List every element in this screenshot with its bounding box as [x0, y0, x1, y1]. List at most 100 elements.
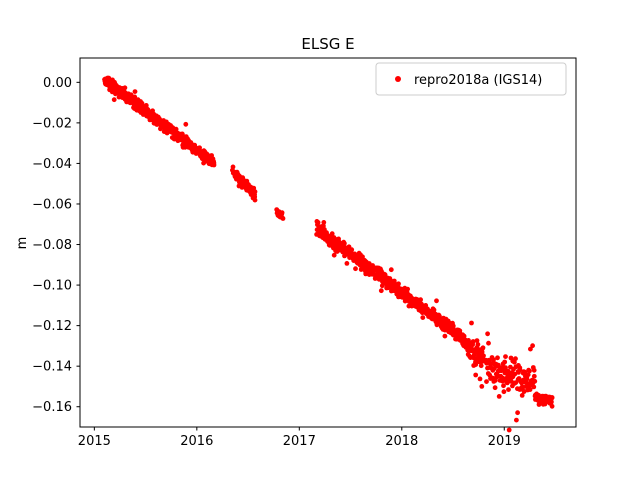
scatter-point — [512, 371, 518, 377]
x-tick-label: 2019 — [488, 434, 521, 449]
scatter-point — [183, 121, 189, 127]
scatter-point — [495, 355, 500, 361]
y-tick-label: 0.00 — [43, 76, 72, 91]
legend-marker-dot — [395, 76, 401, 82]
axes-spines — [79, 57, 577, 428]
y-tick-label: −0.06 — [32, 197, 72, 212]
scatter-point — [500, 375, 506, 381]
scatter-point — [519, 393, 525, 398]
scatter-point — [211, 162, 217, 168]
scatter-point — [388, 267, 394, 273]
y-tick-label: −0.02 — [32, 116, 72, 131]
scatter-point — [506, 427, 512, 433]
scatter-point — [331, 252, 337, 258]
scatter-point — [542, 401, 548, 407]
x-tick-label: 2018 — [385, 434, 418, 449]
scatter-point — [280, 216, 286, 221]
y-axis-label: m — [15, 237, 30, 250]
legend: repro2018a (IGS14) — [375, 62, 567, 96]
scatter-point — [473, 372, 479, 378]
y-tick-label: −0.04 — [32, 157, 72, 172]
scatter-point — [474, 338, 480, 343]
scatter-point — [111, 97, 117, 103]
scatter-point — [484, 379, 489, 384]
scatter-point — [106, 75, 112, 81]
scatter-series — [102, 75, 555, 433]
scatter-point — [525, 372, 531, 378]
scatter-point — [470, 339, 476, 344]
scatter-point — [531, 373, 537, 379]
scatter-point — [329, 231, 335, 237]
scatter-point — [363, 271, 369, 277]
scatter-point — [549, 399, 554, 405]
y-tick-label: −0.08 — [32, 238, 72, 253]
scatter-point — [549, 395, 555, 400]
scatter-point — [386, 285, 391, 291]
scatter-point — [480, 345, 486, 351]
y-tick-label: −0.16 — [32, 400, 72, 415]
scatter-point — [122, 85, 128, 91]
scatter-point — [514, 417, 519, 423]
y-axis-ticks: 0.00 −0.02 −0.04 −0.06 −0.08 −0.10 −0.12 −0.14 −… — [32, 76, 80, 415]
scatter-point — [492, 385, 498, 391]
scatter-point — [132, 94, 138, 100]
scatter-point — [396, 281, 401, 287]
x-tick-label: 2016 — [180, 434, 213, 449]
scatter-point — [530, 343, 535, 349]
scatter-point — [434, 298, 439, 304]
chart-title: ELSG E — [301, 35, 354, 53]
scatter-point — [532, 378, 538, 384]
scatter-point — [522, 369, 528, 375]
scatter-point — [315, 220, 321, 225]
scatter-point — [513, 356, 518, 362]
scatter-point — [477, 376, 483, 382]
legend-frame — [375, 62, 567, 96]
scatter-point — [528, 346, 533, 352]
scatter-point — [342, 241, 347, 246]
scatter-point — [501, 383, 506, 389]
scatter-point — [517, 367, 523, 373]
scatter-point — [469, 320, 474, 326]
scatter-point — [349, 247, 355, 253]
legend-label: repro2018a (IGS14) — [414, 73, 542, 88]
scatter-point — [527, 368, 532, 374]
scatter-point — [549, 403, 555, 409]
scatter-point — [475, 342, 481, 347]
scatter-point — [437, 313, 442, 319]
scatter-point — [479, 384, 485, 389]
scatter-point — [501, 389, 507, 395]
y-tick-label: −0.14 — [32, 360, 72, 375]
x-axis-ticks: 2015 2016 2017 2018 2019 — [78, 427, 521, 449]
scatter-point — [378, 288, 384, 294]
scatter-point — [531, 367, 537, 373]
scatter-point — [485, 331, 490, 337]
scatter-point — [252, 197, 258, 203]
scatter-point — [132, 89, 138, 94]
scatter-point — [461, 333, 467, 339]
y-tick-label: −0.10 — [32, 279, 72, 294]
scatter-point — [173, 126, 179, 132]
scatter-point — [442, 333, 448, 339]
scatter-point — [230, 164, 236, 170]
scatter-point — [502, 359, 508, 365]
scatter-point — [321, 220, 327, 225]
scatter-point — [252, 189, 258, 195]
scatter-point — [515, 410, 520, 416]
x-tick-label: 2015 — [78, 434, 111, 449]
scatter-point — [524, 376, 530, 382]
y-tick-label: −0.12 — [32, 319, 72, 334]
scatter-point — [496, 394, 502, 399]
scatter-point — [503, 354, 508, 359]
scatter-point — [420, 315, 426, 320]
scatter-point — [486, 340, 491, 346]
scatter-point — [473, 362, 479, 367]
scatter-point — [353, 266, 358, 272]
scatter-point — [405, 286, 410, 292]
scatter-point — [478, 363, 484, 369]
x-tick-label: 2017 — [283, 434, 316, 449]
scatter-point — [481, 353, 486, 359]
scatter-point — [279, 210, 285, 216]
scatter-point — [503, 365, 508, 370]
